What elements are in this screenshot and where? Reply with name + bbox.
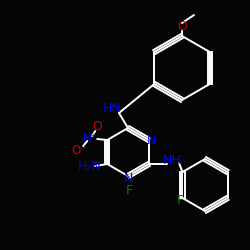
Text: O⁻: O⁻ [72, 144, 87, 156]
Text: F: F [126, 184, 132, 196]
Text: F: F [177, 194, 184, 207]
Text: HN: HN [103, 102, 122, 114]
Text: N⁺: N⁺ [83, 132, 98, 145]
Text: H₂N: H₂N [77, 160, 101, 172]
Text: N: N [147, 134, 156, 146]
Text: N: N [123, 172, 133, 186]
Text: O: O [92, 120, 102, 134]
Text: O: O [177, 20, 187, 34]
Text: NH: NH [162, 154, 182, 168]
